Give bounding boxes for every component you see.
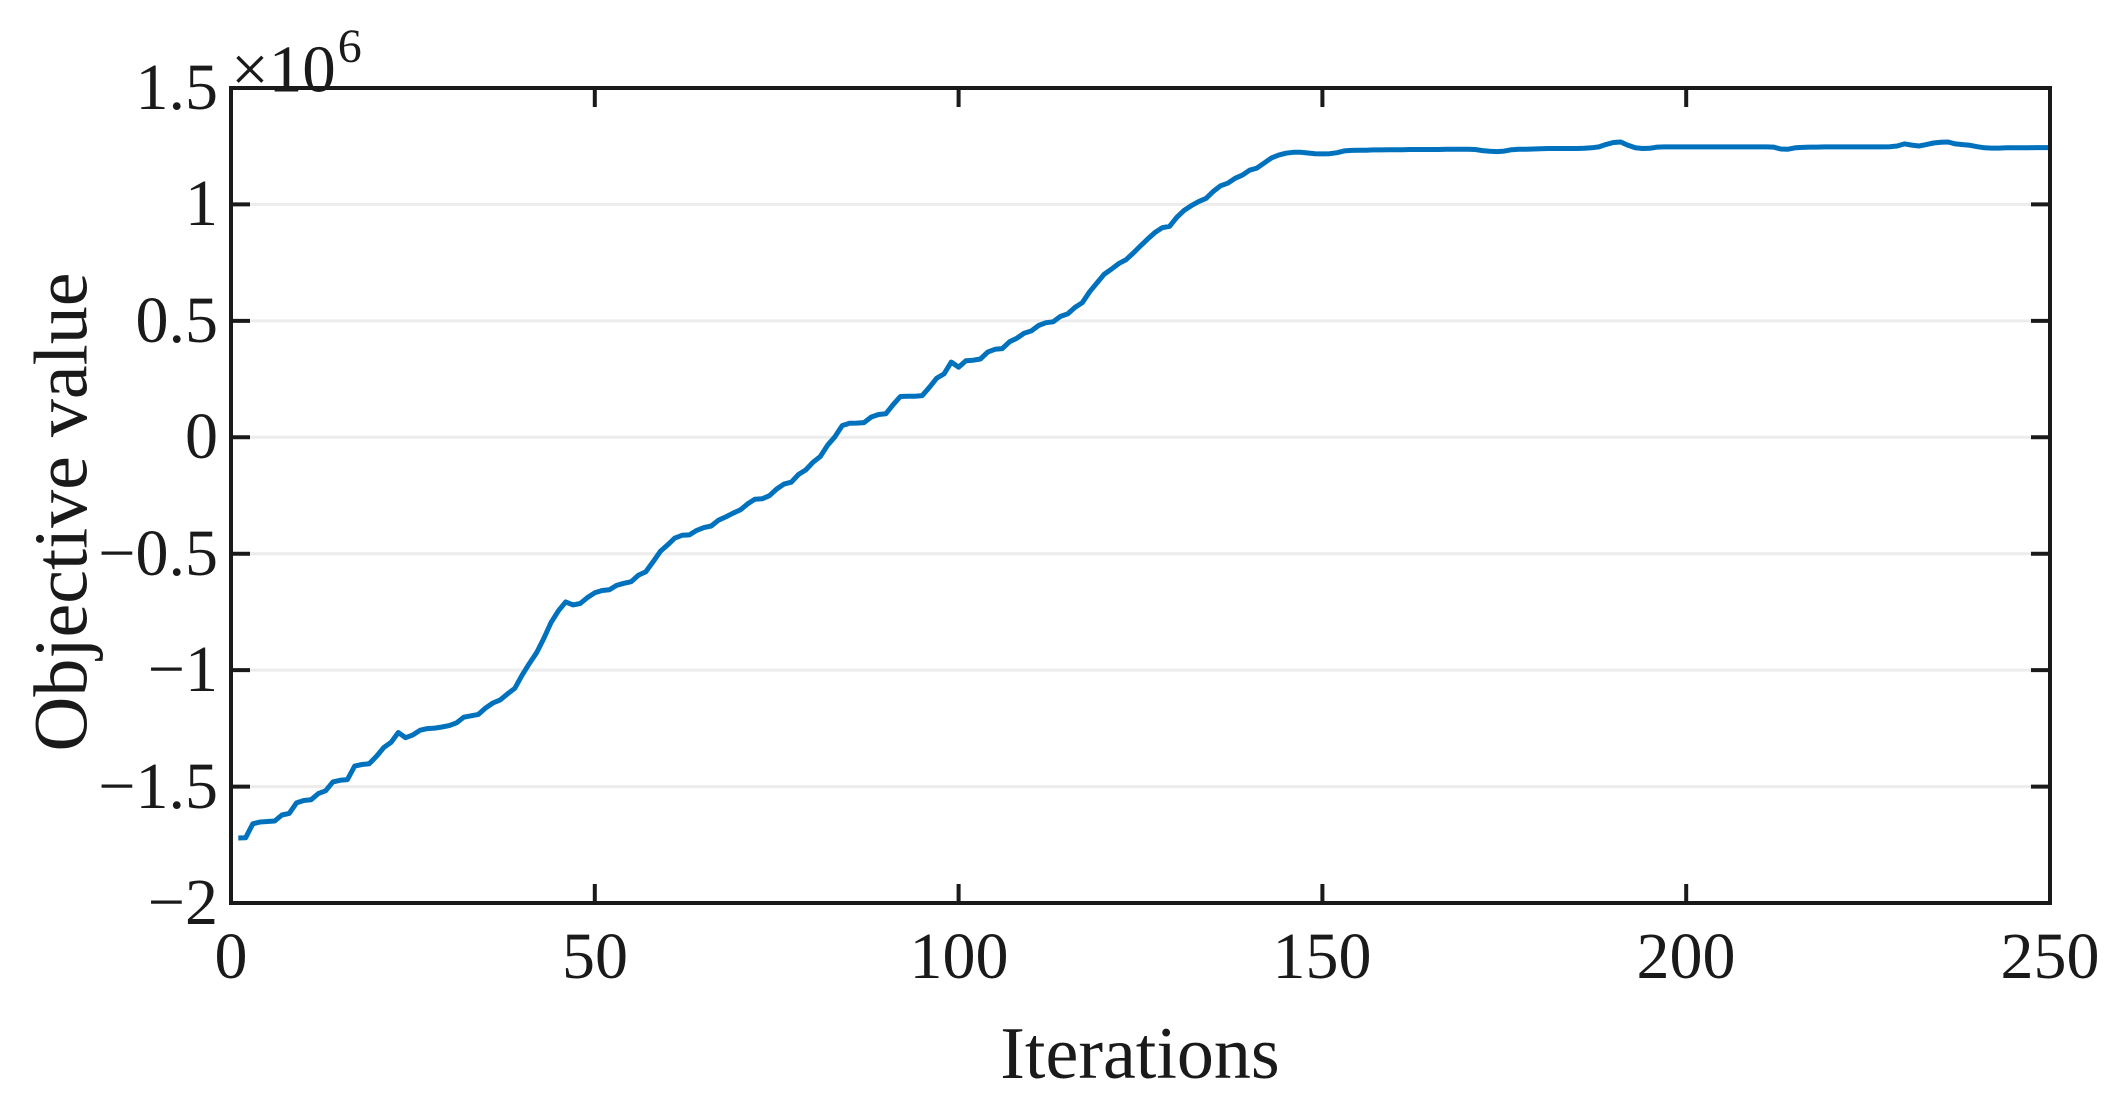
y-axis-exponent: ×106 (231, 20, 362, 103)
y-tick-label: 1 (185, 167, 218, 240)
x-tick-label: 100 (909, 920, 1009, 993)
y-tick-label: −0.5 (98, 517, 218, 590)
y-tick-label: 0.5 (135, 284, 219, 357)
objective-series-line (238, 139, 2050, 841)
y-axis-exponent-base: ×10 (231, 32, 336, 107)
x-tick-label: 200 (1636, 920, 1736, 993)
y-tick-label: −1.5 (98, 750, 218, 823)
y-axis-exponent-power: 6 (337, 20, 362, 73)
y-tick-label: −2 (147, 866, 218, 939)
axes-box (229, 86, 2052, 905)
x-tick-label: 150 (1272, 920, 1372, 993)
x-tick-label: 250 (2000, 920, 2100, 993)
x-tick-label: 0 (214, 920, 248, 993)
x-axis-label: Iterations (1000, 1013, 1280, 1095)
y-tick-label: −1 (147, 633, 218, 706)
x-tick-label: 50 (562, 920, 628, 993)
y-tick-label: 0 (185, 400, 218, 473)
y-tick-label: 1.5 (135, 51, 219, 124)
